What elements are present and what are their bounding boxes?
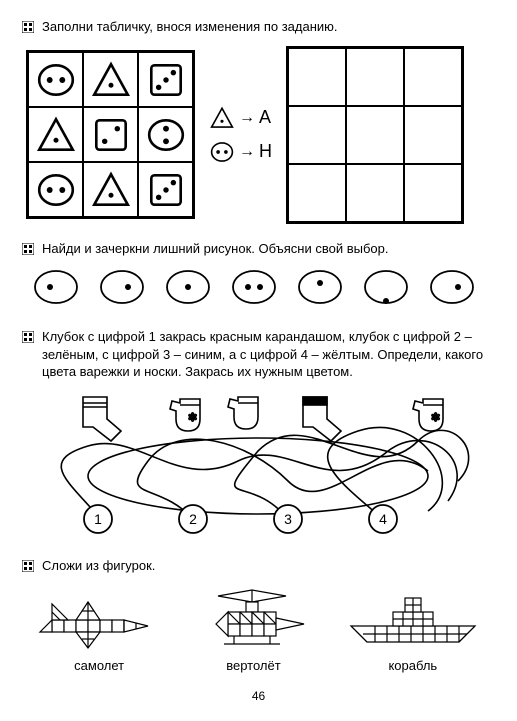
svg-text:✻: ✻ [431, 412, 440, 424]
tangram-row: самолет [22, 584, 495, 673]
task-3: Клубок с цифрой 1 закрась красным каранд… [22, 328, 495, 541]
task-2: Найди и зачеркни лишний рисунок. Объясни… [22, 240, 495, 313]
figure-ship: корабль [343, 584, 483, 673]
legend-letter: Н [259, 141, 272, 162]
figure-label: вертолёт [226, 658, 280, 673]
grid-cell [83, 107, 138, 162]
svg-text:2: 2 [189, 511, 197, 527]
yarn-ball[interactable]: 4 [369, 505, 397, 533]
task-4-text: Сложи из фигурок. [42, 557, 155, 575]
grid-cell [28, 52, 83, 107]
figure-helicopter: вертолёт [188, 584, 318, 673]
svg-text:3: 3 [284, 511, 292, 527]
odd-one-circle[interactable] [296, 267, 344, 312]
grid-cell [83, 52, 138, 107]
grid-cell [138, 52, 193, 107]
odd-one-circle[interactable] [362, 267, 410, 312]
odd-one-circle[interactable] [230, 267, 278, 312]
svg-text:1: 1 [94, 511, 102, 527]
legend-row: →Н [209, 139, 272, 165]
bullet-icon [22, 331, 34, 343]
svg-text:✻: ✻ [188, 412, 197, 424]
arrow-icon: → [239, 143, 255, 161]
task-2-text: Найди и зачеркни лишний рисунок. Объясни… [42, 240, 388, 258]
odd-one-circle[interactable] [164, 267, 212, 312]
grid-cell [28, 107, 83, 162]
figure-label: самолет [74, 658, 124, 673]
odd-one-circle[interactable] [98, 267, 146, 312]
task-1-body: →А→Н [26, 46, 495, 224]
task-1-header: Заполни табличку, внося изменения по зад… [22, 18, 495, 36]
arrow-icon: → [239, 109, 255, 127]
task-1-text: Заполни табличку, внося изменения по зад… [42, 18, 338, 36]
task-1: Заполни табличку, внося изменения по зад… [22, 18, 495, 224]
answer-grid[interactable] [286, 46, 464, 224]
bullet-icon [22, 560, 34, 572]
grid-cell [138, 107, 193, 162]
odd-one-circle[interactable] [32, 267, 80, 312]
bullet-icon [22, 21, 34, 33]
yarn-ball[interactable]: 1 [84, 505, 112, 533]
circles-row [32, 267, 495, 312]
shape-grid [26, 50, 195, 219]
task-3-text: Клубок с цифрой 1 закрась красным каранд… [42, 328, 495, 381]
bullet-icon [22, 243, 34, 255]
figure-label: корабль [388, 658, 437, 673]
legend-letter: А [259, 107, 271, 128]
task-2-header: Найди и зачеркни лишний рисунок. Объясни… [22, 240, 495, 258]
legend-row: →А [209, 105, 272, 131]
task-4-header: Сложи из фигурок. [22, 557, 495, 575]
task-4: Сложи из фигурок. [22, 557, 495, 674]
grid-cell [83, 162, 138, 217]
legend: →А→Н [209, 105, 272, 165]
task-3-header: Клубок с цифрой 1 закрась красным каранд… [22, 328, 495, 381]
maze-figure: ✻ ✻ 1 2 3 4 [28, 391, 495, 541]
odd-one-circle[interactable] [428, 267, 476, 312]
grid-cell [28, 162, 83, 217]
page-number: 46 [22, 689, 495, 703]
svg-text:4: 4 [379, 511, 387, 527]
grid-cell [138, 162, 193, 217]
yarn-ball[interactable]: 3 [274, 505, 302, 533]
figure-plane: самолет [34, 584, 164, 673]
yarn-ball[interactable]: 2 [179, 505, 207, 533]
